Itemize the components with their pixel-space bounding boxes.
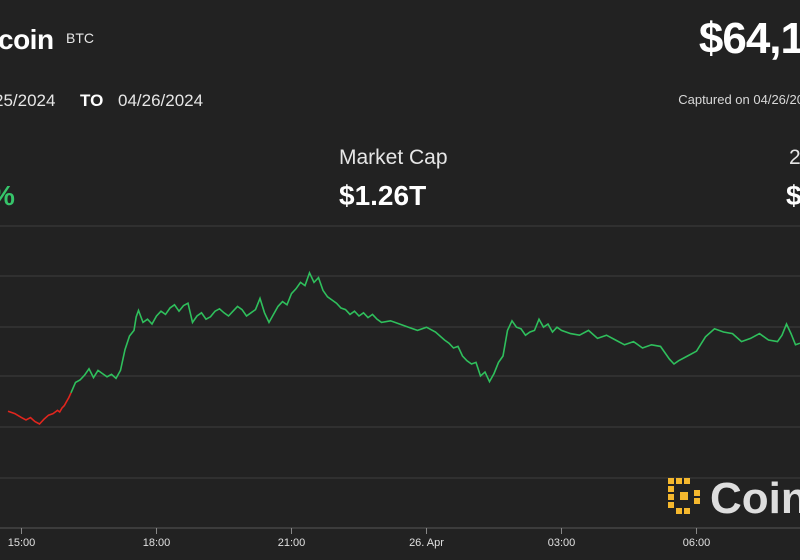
date-range-from: 25/2024	[0, 91, 56, 110]
date-range-to: 04/26/2024	[118, 91, 204, 110]
volume-value: $	[786, 180, 800, 211]
coindesk-logo-icon	[668, 478, 700, 514]
x-axis-ticks: 15:00 18:00 21:00 26. Apr 03:00 06:00	[8, 528, 711, 549]
volume-label: 2	[789, 146, 800, 169]
x-tick-label: 06:00	[683, 537, 711, 549]
x-tick-label: 18:00	[143, 537, 171, 549]
x-tick-label: 03:00	[548, 537, 576, 549]
coin-name: coin	[0, 24, 54, 55]
watermark-text: Coin	[710, 474, 800, 523]
x-tick-label: 15:00	[8, 537, 36, 549]
market-cap-value: $1.26T	[339, 180, 427, 211]
price-line-up	[70, 270, 800, 394]
x-tick-label: 26. Apr	[409, 537, 444, 549]
ticker-symbol: BTC	[66, 30, 94, 46]
date-range-to-label: TO	[80, 91, 104, 110]
market-cap-label: Market Cap	[339, 146, 448, 169]
chart-gridlines	[0, 225, 800, 529]
current-price: $64,1	[698, 14, 800, 63]
percent-change-value: %	[0, 180, 15, 212]
price-line-down	[7, 392, 72, 425]
x-tick-label: 21:00	[278, 537, 306, 549]
captured-timestamp: Captured on 04/26/20	[678, 92, 800, 107]
